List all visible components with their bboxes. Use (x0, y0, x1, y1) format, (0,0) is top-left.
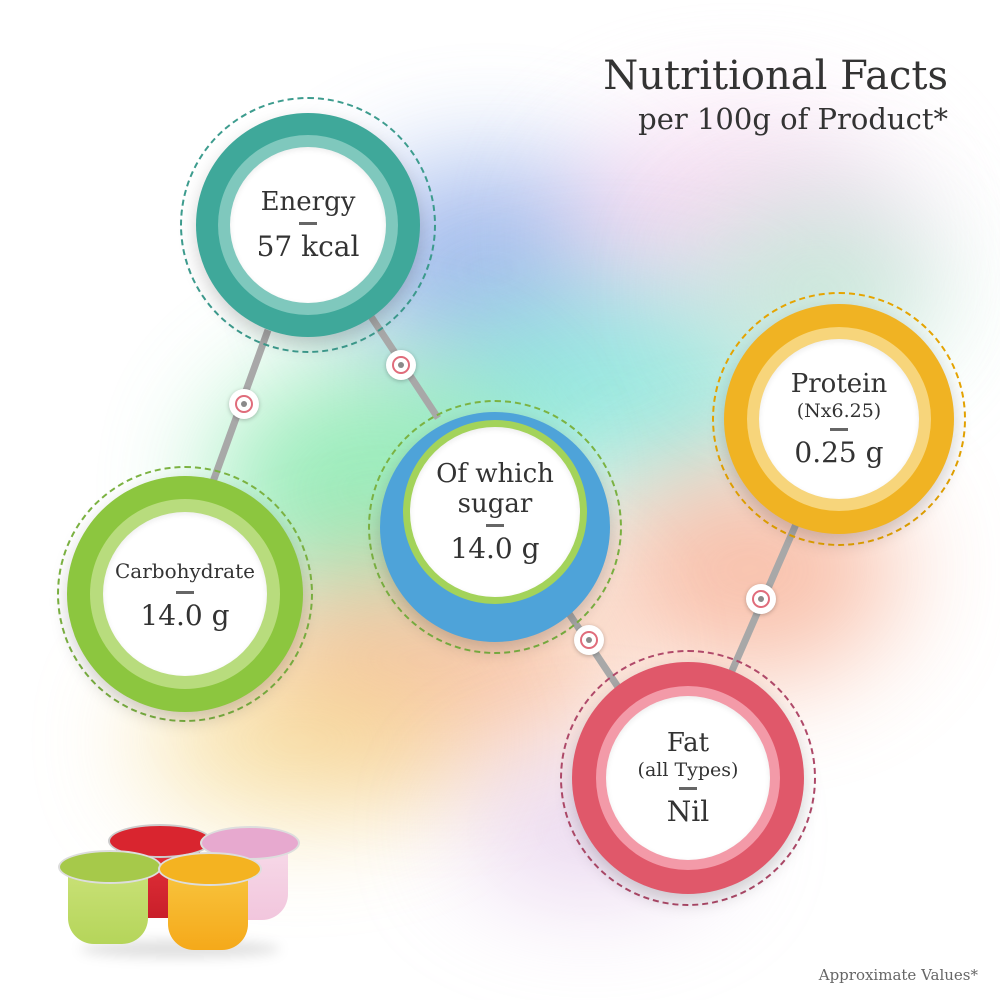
connector-dot-1 (229, 389, 259, 419)
energy-value: 57 kcal (256, 230, 360, 263)
protein-label: Protein (790, 369, 888, 399)
carbohydrate-value: 14.0 g (140, 599, 230, 632)
fat-badge: Fat (all Types) Nil (560, 650, 816, 906)
connector-dot-2 (386, 350, 416, 380)
separator (830, 428, 848, 431)
connector-dot-3 (574, 625, 604, 655)
sugar-label-line1: Of which (436, 459, 554, 489)
sugar-value: 14.0 g (450, 532, 540, 565)
sugar-label-line2: sugar (457, 489, 533, 519)
energy-label: Energy (260, 187, 356, 217)
energy-badge: Energy 57 kcal (180, 97, 436, 353)
jelly-cups-image (50, 820, 310, 960)
carbohydrate-label: Carbohydrate (115, 559, 255, 583)
fat-sublabel: (all Types) (637, 759, 739, 781)
separator (679, 787, 697, 790)
connector-dot-4 (746, 584, 776, 614)
protein-sublabel: (Nx6.25) (796, 400, 882, 422)
fat-label: Fat (666, 728, 710, 758)
protein-value: 0.25 g (794, 436, 884, 469)
fat-value: Nil (666, 795, 710, 828)
protein-badge: Protein (Nx6.25) 0.25 g (712, 292, 966, 546)
page-title: Nutritional Facts (603, 53, 948, 99)
separator (176, 591, 194, 594)
separator (299, 222, 317, 225)
page-subtitle: per 100g of Product* (638, 102, 948, 136)
footnote: Approximate Values* (818, 966, 978, 984)
title-block: Nutritional Facts per 100g of Product* (603, 52, 948, 138)
sugar-badge: Of which sugar 14.0 g (368, 400, 622, 654)
carbohydrate-badge: Carbohydrate 14.0 g (57, 466, 313, 722)
separator (486, 524, 504, 527)
